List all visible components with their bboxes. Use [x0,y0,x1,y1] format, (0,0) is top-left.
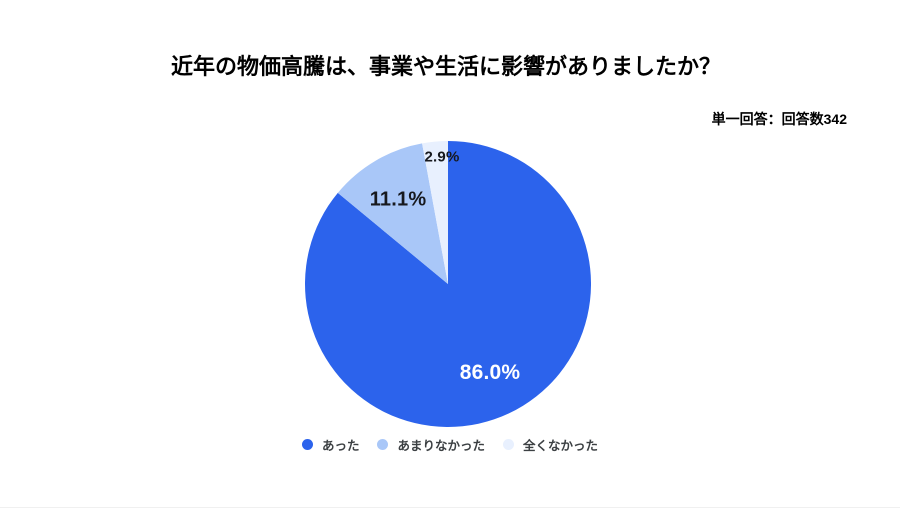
pie-slice-2 [422,141,448,284]
legend-dot-atta-icon [301,438,313,450]
legend-item-amari-nakatta: あまりなかった [377,435,485,454]
legend-label-amari-nakatta: あまりなかった [397,438,485,453]
legend-item-atta: あった [301,435,360,454]
legend-label-mattaku-nakatta: 全くなかった [523,438,599,453]
legend-item-mattaku-nakatta: 全くなかった [503,435,598,454]
legend-label-atta: あった [321,438,360,453]
pie-chart [305,141,591,427]
pie-label-amari-nakatta: 11.1% [369,188,427,211]
pie-svg [305,141,591,427]
chart-subtitle-answer-count: 単一回答：回答数342 [711,111,847,127]
pie-label-mattaku-nakatta: 2.9% [424,148,460,166]
chart-legend: あった あまりなかった 全くなかった [0,435,900,454]
pie-slice-0 [305,141,591,427]
pie-slice-1 [337,143,448,284]
legend-dot-amari-nakatta-icon [377,438,389,450]
chart-title: 近年の物価高騰は、事業や生活に影響がありましたか？ [170,54,721,79]
legend-dot-mattaku-nakatta-icon [503,438,514,450]
pie-label-atta: 86.0% [459,361,521,384]
